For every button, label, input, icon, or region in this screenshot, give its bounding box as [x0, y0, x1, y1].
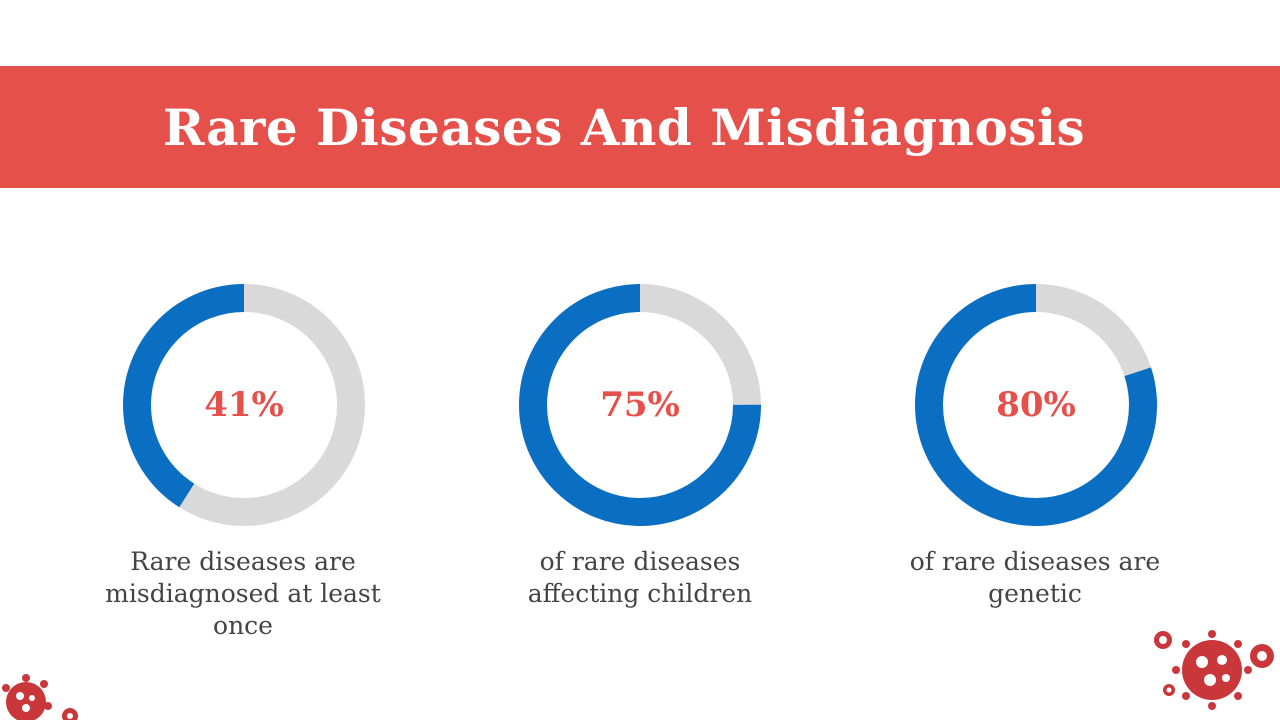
title-banner: Rare Diseases And Misdiagnosis — [0, 66, 1280, 188]
donut-value-arc-1 — [123, 284, 365, 526]
donut-svg-3 — [915, 284, 1157, 526]
donut-svg-1 — [123, 284, 365, 526]
donut-svg-2 — [519, 284, 761, 526]
donut-percent-label-3: 80% — [996, 385, 1076, 425]
donut-chart-3: 80% — [914, 283, 1158, 527]
donut-value-arc-2 — [519, 284, 761, 526]
virus-cluster-icon — [1154, 630, 1274, 710]
page-title: Rare Diseases And Misdiagnosis — [162, 97, 1086, 157]
donut-chart-1: 41% — [122, 283, 366, 527]
virus-cluster-icon — [2, 674, 78, 720]
donut-caption-3: of rare diseases are genetic — [909, 547, 1161, 608]
donut-caption-2: of rare diseases affecting children — [527, 547, 753, 608]
donut-caption-1: Rare diseases are misdiagnosed at least … — [105, 547, 381, 640]
donut-value-arc-3 — [915, 284, 1157, 526]
donut-percent-label-1: 41% — [204, 385, 284, 425]
donut-percent-label-2: 75% — [600, 385, 680, 425]
donut-chart-2: 75% — [518, 283, 762, 527]
